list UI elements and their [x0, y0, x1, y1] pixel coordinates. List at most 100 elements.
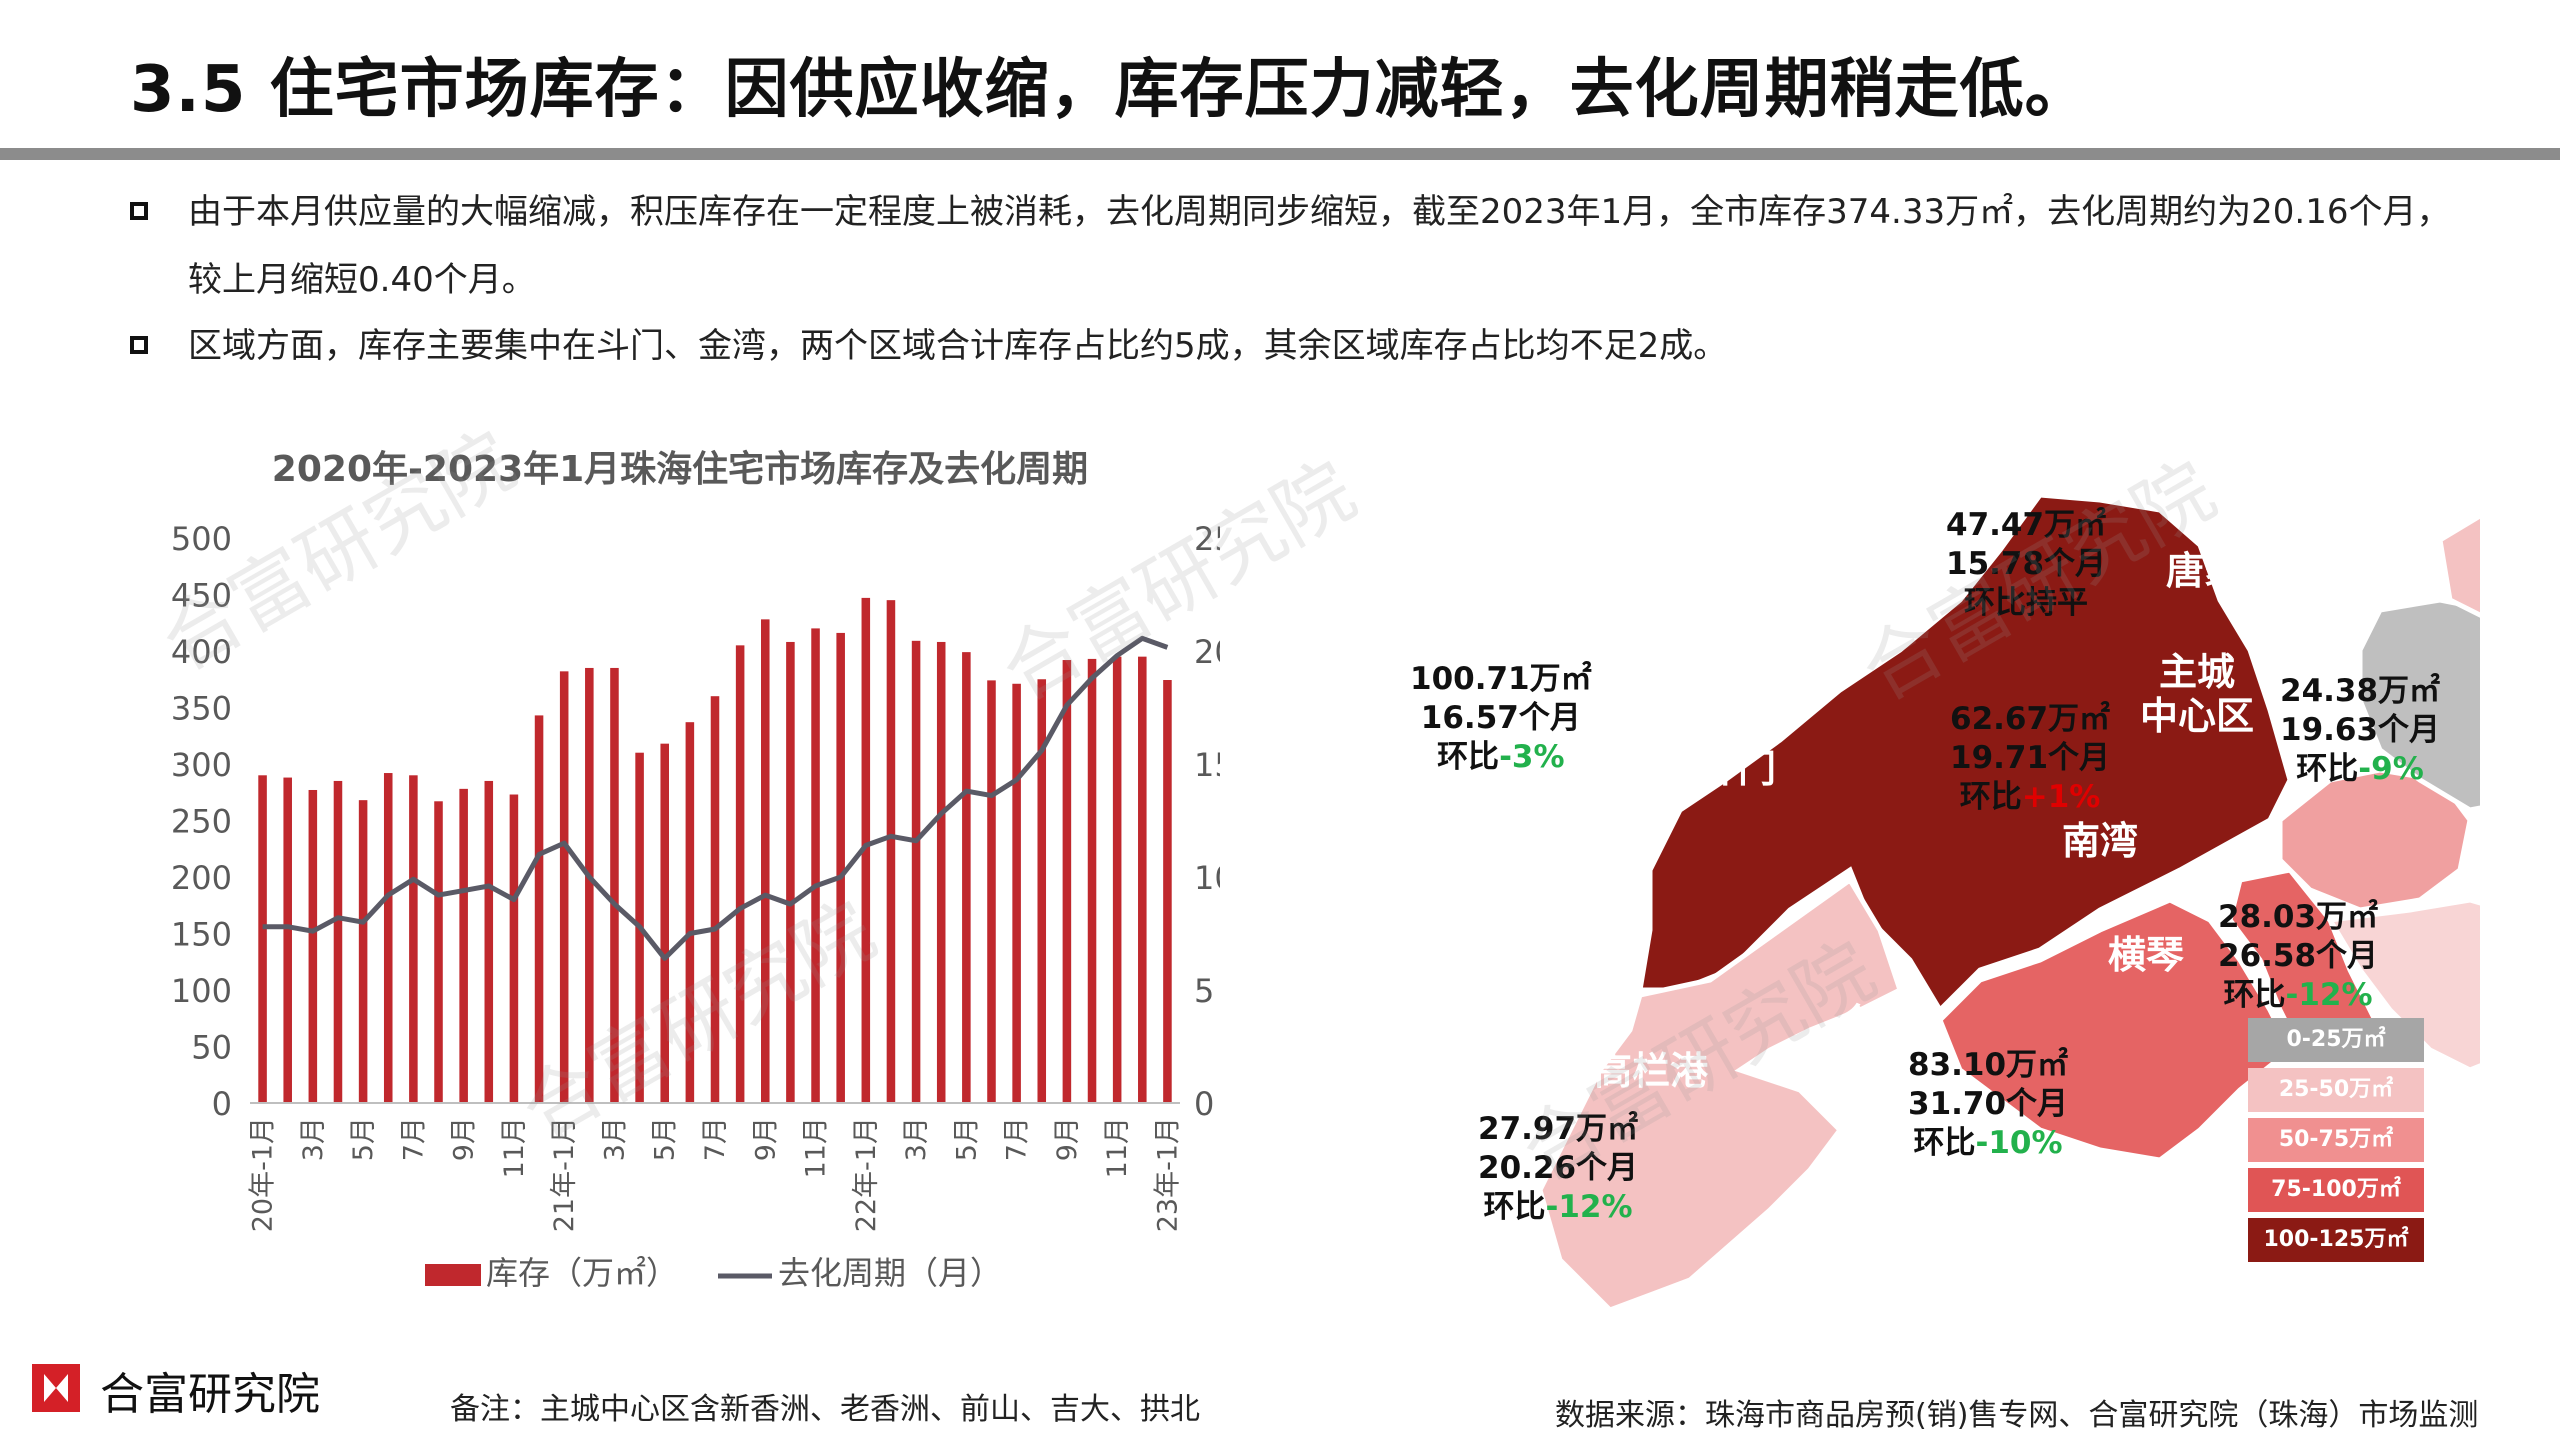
x-tick-label: 23年-1月 [1152, 1117, 1183, 1232]
map-label-doumen: 斗门 [1700, 747, 1777, 791]
bar [610, 667, 619, 1103]
y-tick-label: 500 [171, 520, 232, 558]
bar [509, 794, 519, 1103]
bar [383, 773, 393, 1103]
bar [660, 743, 670, 1103]
footer-note: 备注：主城中心区含新香洲、老香洲、前山、吉大、拱北 [450, 1392, 1200, 1427]
map-label-gaolangang: 高栏港 [1594, 1049, 1709, 1093]
stat-gaolangang: 27.97万㎡ 20.26个月 环比-12% [1478, 1111, 1639, 1225]
bar [1087, 658, 1097, 1103]
stat-tangjia: 47.47万㎡ 15.78个月 环比持平 [1946, 507, 2107, 621]
bar [861, 597, 871, 1103]
map-legend-2: 50-75万㎡ [2248, 1118, 2424, 1162]
y-tick-label: 150 [171, 916, 232, 954]
x-tick-label: 20年-1月 [248, 1117, 279, 1232]
bar [962, 652, 971, 1103]
map-label-jinwan: 金湾 [1838, 1001, 1915, 1045]
x-tick-label: 22年-1月 [851, 1117, 882, 1232]
x-tick-label: 9月 [449, 1117, 480, 1161]
map-label-hengqin: 横琴 [2108, 933, 2185, 977]
bar [459, 788, 468, 1103]
map-legend-0: 0-25万㎡ [2248, 1018, 2424, 1062]
line-series-cycle [262, 635, 1169, 961]
footer-source: 数据来源：珠海市商品房预(销)售专网、合富研究院（珠海）市场监测 [1555, 1398, 2479, 1433]
bullet-1-text: 由于本月供应量的大幅缩减，积压库存在一定程度上被消耗，去化周期同步缩短，截至20… [188, 192, 2451, 300]
legend-label-line: 去化周期（月） [778, 1254, 1002, 1292]
x-tick-label: 11月 [801, 1117, 832, 1178]
bar [358, 800, 368, 1103]
map-region-tangjia [2437, 513, 2480, 618]
bar [936, 641, 946, 1103]
x-tick-label: 9月 [750, 1117, 781, 1161]
y2-tick-label: 15 [1194, 746, 1220, 784]
y-tick-label: 400 [171, 633, 232, 671]
bar [1062, 660, 1072, 1103]
map-region-nanwan [2277, 767, 2473, 913]
bar [1012, 683, 1021, 1103]
bar [1163, 680, 1172, 1103]
bar [333, 780, 343, 1103]
bar [760, 619, 770, 1103]
y2-tick-label: 5 [1194, 972, 1214, 1010]
inventory-chart: 0 50 100 150 200 250 300 350 400 450 500 0 5 10 15 20 25… [171, 520, 1220, 1292]
map-region-gaolangang [1537, 876, 1904, 1313]
x-tick-label: 7月 [398, 1117, 429, 1161]
x-tick-label: 7月 [1002, 1117, 1033, 1161]
x-tick-label: 11月 [499, 1117, 530, 1178]
bullet-square-icon [130, 336, 148, 354]
y2-tick-label: 10 [1194, 859, 1220, 897]
y2-tick-label: 25 [1194, 520, 1220, 558]
title-divider [0, 148, 2560, 160]
map-legend-4: 100-125万㎡ [2248, 1218, 2424, 1262]
bar [911, 640, 921, 1103]
bar [484, 780, 494, 1103]
stat-doumen: 100.71万㎡ 16.57个月 环比-3% [1410, 661, 1592, 775]
bar [258, 775, 267, 1103]
y2-tick-label: 20 [1194, 633, 1220, 671]
y2-tick-label: 0 [1194, 1085, 1214, 1123]
bar [987, 680, 996, 1103]
stat-zhucheng: 24.38万㎡ 19.63个月 环比-9% [2280, 673, 2441, 787]
stat-hengqin: 28.03万㎡ 26.58个月 环比-12% [2218, 899, 2379, 1013]
bullet-square-icon [130, 202, 148, 220]
y-tick-label: 100 [171, 972, 232, 1010]
x-tick-label: 3月 [298, 1117, 329, 1161]
footer-brand: 合富研究院 [100, 1369, 320, 1420]
bar [886, 600, 896, 1103]
brand-logo-icon [32, 1364, 80, 1412]
chart-title: 2020年-2023年1月珠海住宅市场库存及去化周期 [271, 449, 1089, 490]
page-title: 3.5 住宅市场库存：因供应收缩，库存压力减轻，去化周期稍走低。 [130, 53, 2090, 127]
bar [283, 777, 292, 1103]
y-tick-label: 0 [212, 1085, 232, 1123]
map-label-tangjia: 唐家 [2166, 549, 2243, 593]
bar [710, 696, 720, 1103]
y-tick-label: 350 [171, 690, 232, 728]
x-tick-label: 3月 [599, 1117, 630, 1161]
bar [836, 632, 845, 1103]
legend-swatch-bar [425, 1264, 481, 1286]
map-label-nanwan: 南湾 [2062, 819, 2139, 863]
bar [811, 628, 820, 1103]
x-tick-label: 11月 [1102, 1117, 1133, 1178]
map-region-hengqin [2325, 897, 2480, 1073]
y-tick-label: 50 [191, 1029, 232, 1067]
map-legend-3: 75-100万㎡ [2248, 1168, 2424, 1212]
map-legend-1: 25-50万㎡ [2248, 1068, 2424, 1112]
map-region-zhucheng [2357, 597, 2480, 813]
legend-label-bar: 库存（万㎡） [486, 1254, 678, 1292]
bar [735, 645, 745, 1103]
y-tick-label: 450 [171, 577, 232, 615]
x-tick-label: 5月 [650, 1117, 681, 1161]
y-tick-label: 200 [171, 859, 232, 897]
bullet-2-text: 区域方面，库存主要集中在斗门、金湾，两个区域合计库存占比约5成，其余区域库存占比… [188, 326, 1728, 366]
y-tick-label: 250 [171, 803, 232, 841]
y-tick-label: 300 [171, 746, 232, 784]
bar [1138, 656, 1147, 1103]
bar [534, 715, 544, 1103]
x-tick-label: 3月 [901, 1117, 932, 1161]
x-tick-label: 21年-1月 [549, 1117, 580, 1232]
x-tick-label: 5月 [951, 1117, 982, 1161]
bar [409, 775, 418, 1103]
x-tick-label: 7月 [700, 1117, 731, 1161]
bar [685, 722, 695, 1103]
